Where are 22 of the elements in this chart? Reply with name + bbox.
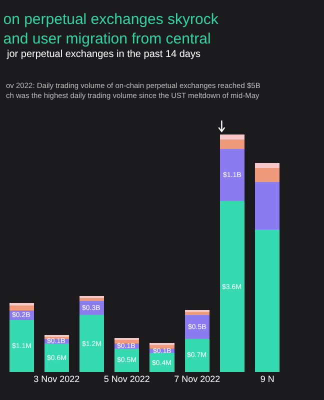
bar [9, 320, 34, 372]
x-tick-label: 3 Nov 2022 [34, 374, 80, 384]
bar [220, 201, 245, 372]
chart-title: on perpetual exchanges skyrock and user migration from central [3, 11, 219, 48]
bar [220, 139, 245, 149]
x-tick-label: 9 N [260, 374, 274, 384]
bar [255, 163, 280, 168]
bar [220, 134, 245, 140]
bar [220, 148, 245, 201]
bar [255, 182, 280, 230]
x-tick-label: 7 Nov 2022 [174, 374, 220, 384]
bar [184, 338, 210, 372]
bar [79, 297, 104, 301]
bar [44, 344, 69, 372]
chart-subtitle: jor perpetual exchanges in the past 14 days [6, 49, 200, 60]
bar [184, 315, 210, 339]
bar [255, 168, 280, 182]
x-tick-label: 5 Nov 2022 [104, 374, 150, 384]
bar [9, 306, 34, 310]
bar [184, 312, 210, 315]
bar [79, 315, 104, 372]
bar [255, 230, 280, 372]
